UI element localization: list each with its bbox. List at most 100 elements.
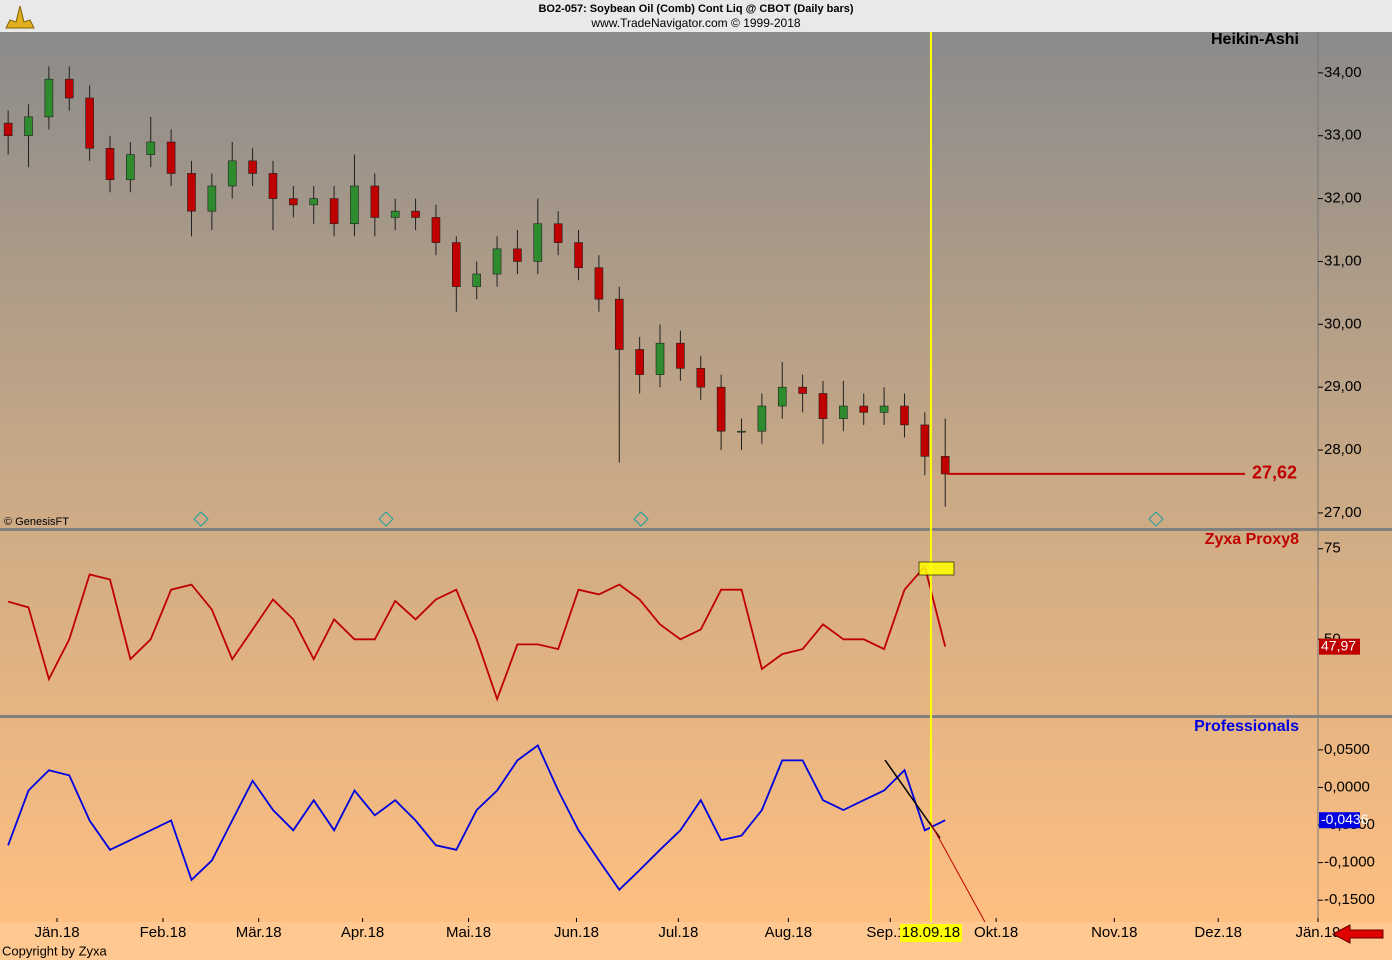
candle-body — [3, 122, 13, 137]
candle-body — [553, 223, 563, 243]
footer-bar — [0, 922, 1392, 960]
candle-body — [777, 386, 787, 407]
candle-body — [166, 141, 176, 174]
candle-body — [716, 386, 726, 432]
candle-body — [839, 405, 848, 419]
panel-title: Zyxa Proxy8 — [1205, 531, 1299, 548]
candle-body — [696, 368, 706, 388]
series-line — [7, 564, 947, 702]
candle-body — [289, 198, 298, 206]
panel-separator — [0, 528, 1392, 531]
candle-body — [513, 248, 522, 262]
y-tick-label: 27,00 — [1324, 504, 1362, 521]
y-tick-label: 29,00 — [1324, 378, 1362, 395]
header-bar — [0, 0, 1392, 32]
candle-body — [24, 116, 33, 137]
candle-body — [268, 173, 278, 199]
candle-body — [126, 154, 135, 181]
candle-body — [411, 210, 420, 218]
panel-separator — [0, 715, 1392, 718]
x-tick-label: Mär.18 — [236, 924, 282, 941]
candle-body — [105, 147, 115, 181]
scroll-arrow — [1331, 924, 1384, 944]
candle-body — [207, 185, 217, 212]
candle-body — [187, 173, 196, 212]
candle-body — [472, 273, 481, 287]
x-tick-label: Okt.18 — [974, 924, 1018, 941]
candle-body — [737, 430, 746, 433]
candle-body — [533, 223, 543, 262]
candle-body — [227, 160, 237, 187]
y-tick-label: 75 — [1324, 540, 1341, 557]
y-tick-label: 33,00 — [1324, 127, 1362, 144]
candle-body — [248, 160, 257, 174]
panel-title: Professionals — [1194, 718, 1299, 735]
candle-body — [676, 342, 685, 369]
candle-body — [390, 210, 400, 218]
candle-body — [431, 217, 441, 243]
candle-body — [574, 242, 583, 269]
candle-body — [146, 141, 156, 155]
background — [0, 32, 1392, 922]
y-tick-label: -0,1500 — [1324, 891, 1375, 908]
candle-body — [452, 242, 461, 287]
candle-body — [920, 424, 930, 457]
last-value-box — [1319, 638, 1360, 655]
x-tick-label: Jän.18 — [35, 924, 80, 941]
candle-body — [64, 78, 74, 99]
x-tick-label: Feb.18 — [140, 924, 187, 941]
y-tick-label: 28,00 — [1324, 441, 1362, 458]
x-tick-label: Dez.18 — [1194, 924, 1242, 941]
x-tick-label: Mai.18 — [446, 924, 491, 941]
candle-body — [370, 185, 380, 218]
x-tick-label: Jun.18 — [554, 924, 599, 941]
candle-body — [859, 405, 869, 413]
candle-body — [492, 248, 502, 275]
candle-body — [635, 349, 644, 375]
panel-title: Heikin-Ashi — [1211, 31, 1299, 48]
candle-body — [798, 386, 807, 394]
candle-body — [655, 342, 665, 375]
x-tick-label: Jän.19 — [1295, 924, 1340, 941]
y-tick-label: 30,00 — [1324, 315, 1362, 332]
x-tick-label: Apr.18 — [341, 924, 384, 941]
candle-body — [614, 298, 624, 350]
trend-line — [929, 821, 986, 923]
candle-body — [940, 456, 950, 475]
x-tick-label: Jul.18 — [658, 924, 698, 941]
candle-body — [44, 78, 54, 118]
candle-body — [594, 267, 604, 300]
series-line — [7, 744, 946, 892]
cursor-box — [899, 924, 962, 942]
highlight-box — [918, 561, 955, 576]
last-value-label: 47,97 — [1321, 637, 1356, 653]
y-tick-label: 31,00 — [1324, 252, 1362, 269]
candle-body — [879, 405, 889, 413]
trend-line — [884, 759, 941, 839]
event-markers — [193, 511, 1164, 527]
y-tick-label: 0,0000 — [1324, 778, 1370, 795]
chart-title: BO2-057: Soybean Oil (Comb) Cont Liq @ C… — [538, 3, 853, 15]
footer: Copyright by Zyxa — [2, 943, 108, 958]
candle-body — [350, 185, 359, 225]
x-tick-label: Aug.18 — [765, 924, 813, 941]
cursor-label: 18.09.18 — [902, 924, 960, 941]
candle-body — [818, 393, 828, 419]
y-tick-label: 32,00 — [1324, 190, 1362, 207]
logo — [5, 5, 35, 29]
candle-body — [329, 198, 339, 225]
candle-body — [85, 97, 94, 149]
candle-body — [757, 405, 767, 432]
last-value-box — [1319, 812, 1360, 829]
chart-subtitle: www.TradeNavigator.com © 1999-2018 — [590, 16, 800, 30]
y-tick-label: 34,00 — [1324, 64, 1362, 81]
y-tick-label: -0,1000 — [1324, 854, 1375, 871]
candle-body — [900, 405, 909, 426]
x-tick-label: Nov.18 — [1091, 924, 1137, 941]
source: © GenesisFT — [4, 516, 69, 528]
candle-body — [309, 198, 319, 206]
last-price-label: 27,62 — [1252, 463, 1297, 483]
last-value-label: -0,0436 — [1321, 811, 1369, 827]
